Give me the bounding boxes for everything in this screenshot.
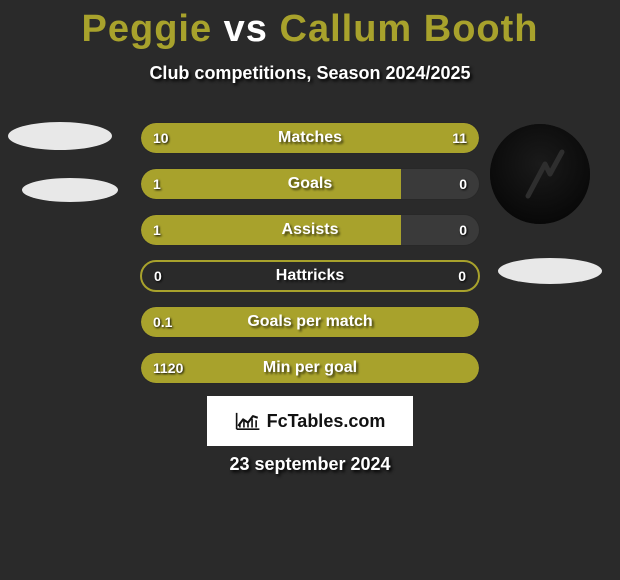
stat-row-min-per-goal: 1120 Min per goal [140, 352, 480, 384]
avatar-left-ellipse-bottom [22, 178, 118, 202]
stat-value-right: 0 [458, 268, 466, 284]
player1-name: Peggie [82, 8, 213, 50]
stat-row-matches: 10 11 Matches [140, 122, 480, 154]
stat-name: Matches [278, 129, 342, 147]
stat-row-goals-per-match: 0.1 Goals per match [140, 306, 480, 338]
comparison-title: Peggie vs Callum Booth [0, 0, 620, 51]
stat-value-right: 0 [459, 222, 467, 238]
stat-value-left: 1 [153, 222, 161, 238]
stat-name: Goals [288, 175, 332, 193]
logo-text: FcTables.com [267, 411, 386, 432]
stat-value-right: 0 [459, 176, 467, 192]
bar-left-fill [141, 215, 401, 245]
stat-value-left: 0 [154, 268, 162, 284]
date: 23 september 2024 [229, 454, 390, 475]
stat-value-right: 11 [452, 130, 467, 146]
bar-left-fill [141, 169, 401, 199]
stat-name: Min per goal [263, 359, 357, 377]
chart-icon [235, 411, 261, 431]
stat-row-hattricks: 0 0 Hattricks [140, 260, 480, 292]
stat-value-left: 1 [153, 176, 161, 192]
stat-value-left: 10 [153, 130, 169, 146]
subtitle: Club competitions, Season 2024/2025 [0, 63, 620, 84]
avatar-right-shadow [498, 258, 602, 284]
avatar-right [490, 124, 590, 224]
fctables-logo[interactable]: FcTables.com [207, 396, 413, 446]
comparison-bars: 1011Matches10Goals10Assists00Hattricks0.… [140, 122, 480, 398]
stat-row-goals: 1 0 Goals [140, 168, 480, 200]
player2-name: Callum Booth [280, 8, 539, 50]
vs-word: vs [212, 8, 279, 50]
stat-row-assists: 1 0 Assists [140, 214, 480, 246]
avatar-placeholder-icon [490, 124, 590, 224]
stat-value-left: 1120 [153, 360, 183, 376]
stat-name: Hattricks [276, 267, 344, 285]
avatar-left-ellipse-top [8, 122, 112, 150]
stat-name: Assists [282, 221, 339, 239]
stat-name: Goals per match [247, 313, 372, 331]
stat-value-left: 0.1 [153, 314, 172, 330]
